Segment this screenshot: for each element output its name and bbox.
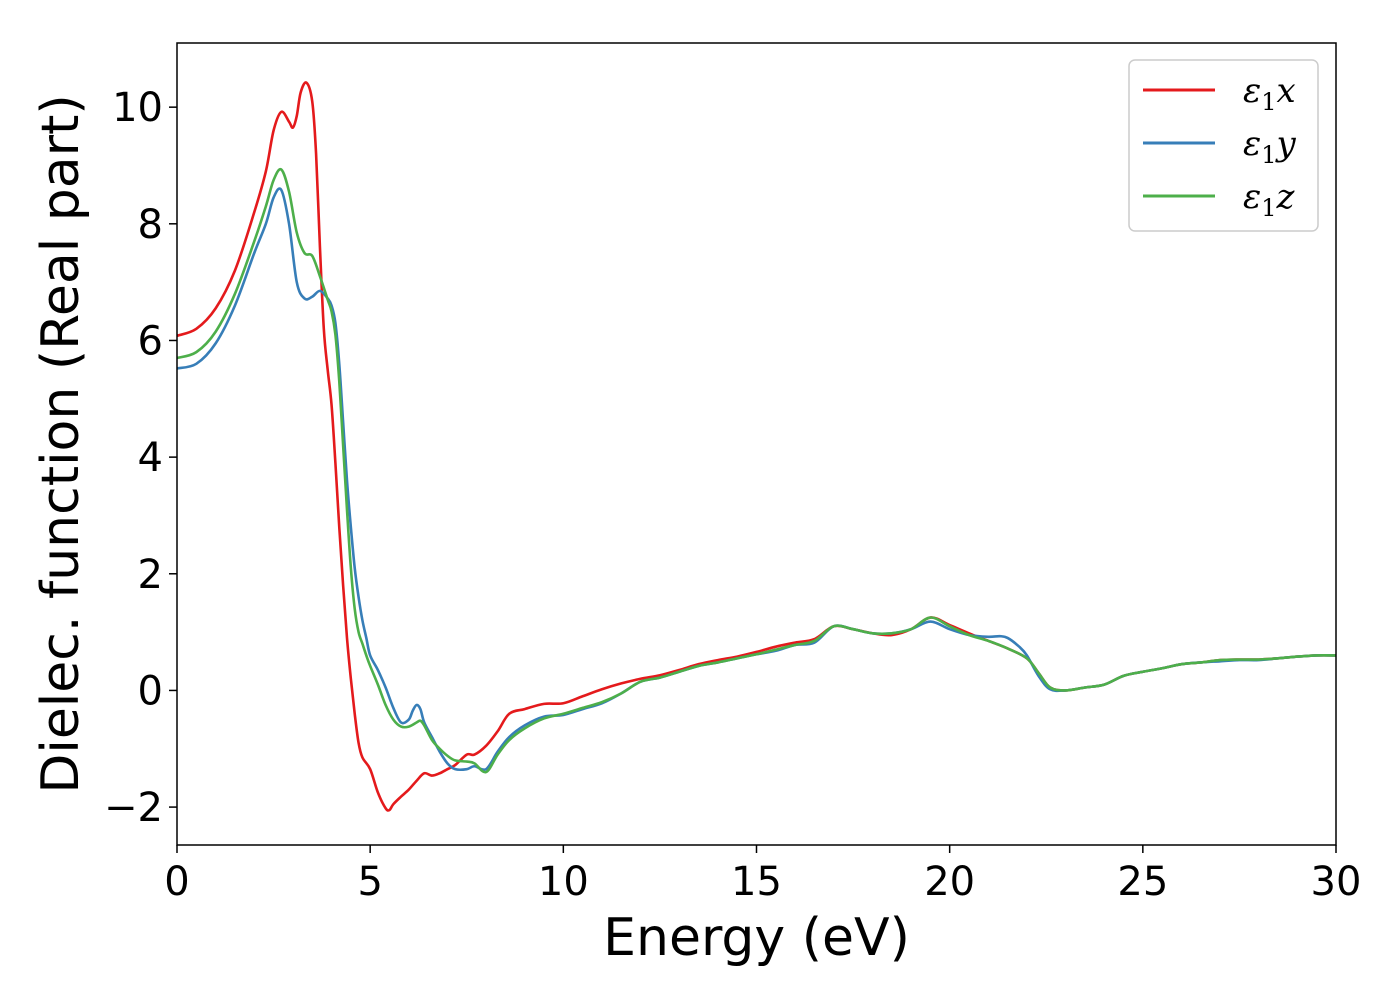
x-axis-label: Energy (eV) [603,908,910,968]
series-layer [177,81,1336,812]
series-line-y [177,187,1336,772]
y-tick-label: 6 [138,318,163,364]
y-tick-label: −2 [104,785,163,831]
x-axis-ticks: 0 5 10 15 20 25 30 [164,845,1361,905]
y-tick-label: 4 [138,435,163,481]
y-axis-label: Dielec. function (Real part) [31,94,91,793]
x-tick-label: 15 [731,859,782,905]
x-tick-label: 20 [924,859,975,905]
x-tick-label: 5 [357,859,382,905]
legend: ε1x ε1y ε1z [1128,59,1319,232]
legend-item-z: ε1z [1143,177,1296,222]
y-tick-label: 2 [138,552,163,598]
x-tick-label: 0 [164,859,189,905]
x-tick-label: 10 [538,859,589,905]
series-line-z [177,167,1336,774]
x-tick-label: 25 [1117,859,1168,905]
legend-item-x: ε1x [1143,71,1296,116]
y-tick-label: 0 [138,668,163,714]
y-tick-label: 10 [112,85,163,131]
legend-label: ε1y [1243,124,1297,169]
y-tick-label: 8 [138,202,163,248]
legend-box [1128,59,1319,232]
legend-label: ε1x [1243,71,1296,116]
legend-item-y: ε1y [1143,124,1297,169]
legend-label: ε1z [1243,177,1296,222]
y-axis-ticks: −2 0 2 4 6 8 10 [104,85,177,831]
x-tick-label: 30 [1311,859,1362,905]
